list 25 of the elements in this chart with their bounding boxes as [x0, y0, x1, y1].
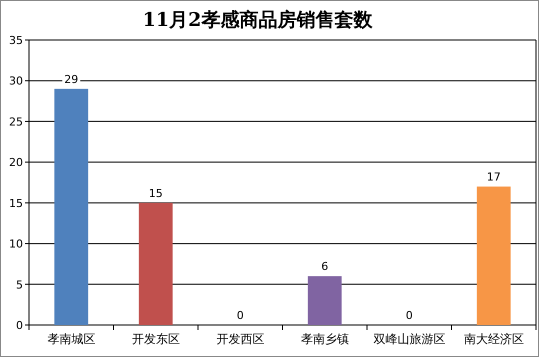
- x-tick-label: 南大经济区: [464, 332, 524, 346]
- x-tick-label: 孝南城区: [47, 332, 96, 346]
- y-tick-label: 30: [9, 74, 23, 88]
- data-label: 6: [321, 260, 328, 274]
- data-label: 0: [406, 309, 413, 322]
- bar: [308, 276, 342, 325]
- y-tick-label: 15: [9, 196, 23, 210]
- data-label: 29: [64, 72, 78, 86]
- x-tick-label: 双峰山旅游区: [373, 332, 446, 346]
- y-tick-label: 10: [9, 238, 23, 251]
- y-tick-label: 20: [9, 156, 23, 170]
- x-tick-label: 开发东区: [132, 332, 180, 346]
- data-label: 15: [148, 186, 163, 200]
- data-label: 17: [486, 170, 501, 184]
- y-tick-label: 35: [9, 34, 23, 47]
- data-label: 0: [236, 309, 244, 322]
- y-tick-label: 5: [16, 278, 23, 292]
- y-tick-label: 0: [16, 319, 23, 332]
- bar: [138, 202, 173, 325]
- x-tick-label: 开发西区: [216, 332, 264, 346]
- x-tick-label: 孝南乡镇: [300, 332, 349, 346]
- chart-title: 11月2孝感商品房销售套数: [142, 9, 374, 31]
- bar: [54, 88, 88, 325]
- y-tick-label: 25: [9, 115, 23, 128]
- bar: [476, 186, 511, 325]
